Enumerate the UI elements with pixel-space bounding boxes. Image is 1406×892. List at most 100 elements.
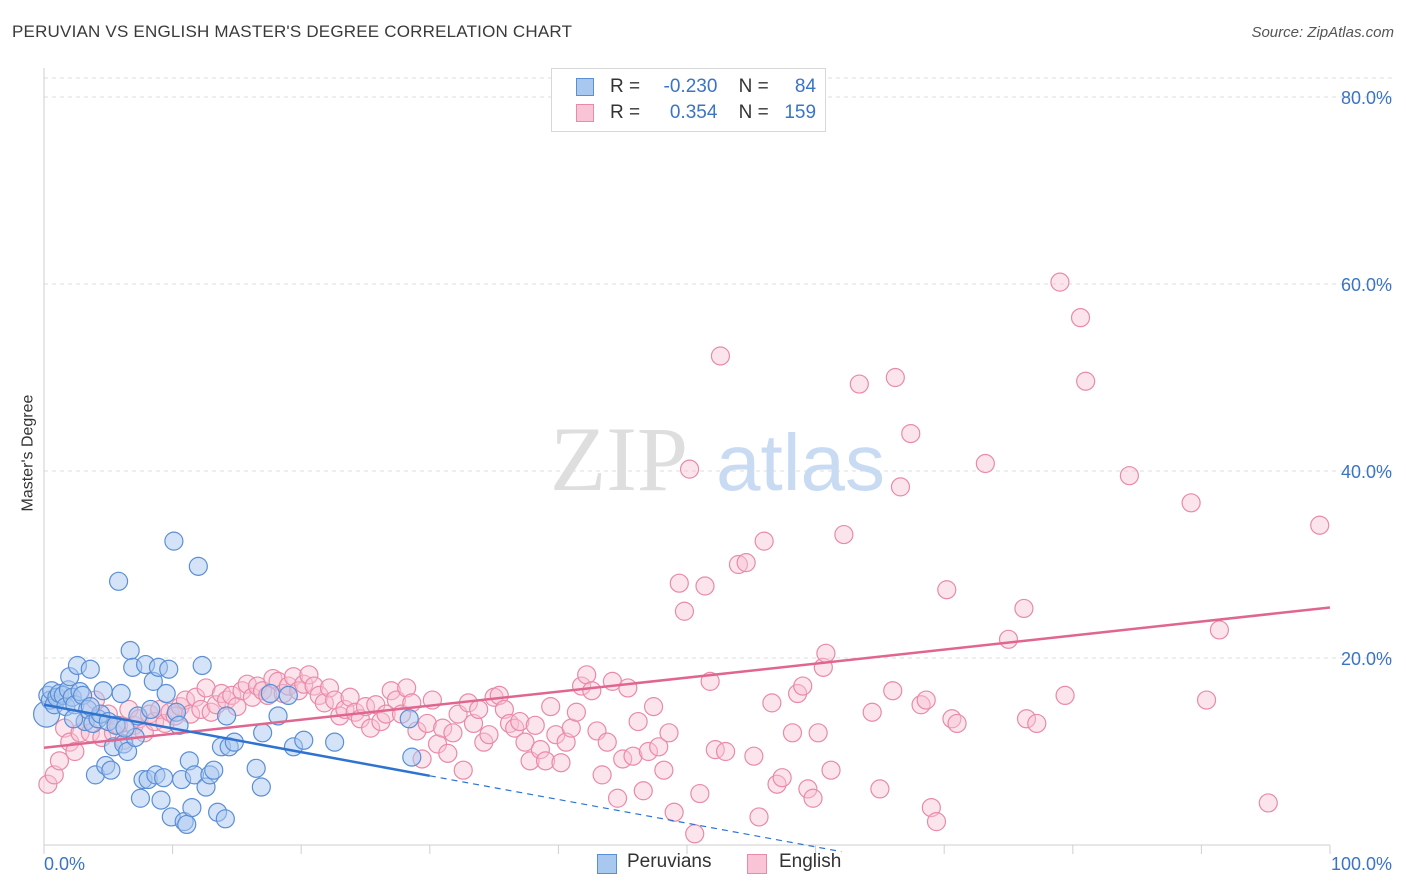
legend-n-value-peruvians: 84 [794,76,817,97]
english-point [649,737,669,757]
english-point [597,732,617,752]
english-point [816,643,836,663]
english-point [659,723,679,743]
english-point [654,760,674,780]
peruvian-point [101,760,121,780]
english-point [885,367,905,388]
chart-title: PERUVIAN VS ENGLISH MASTER'S DEGREE CORR… [12,22,573,41]
peruvian-point [217,706,237,726]
watermark: ZIP atlas [550,408,885,510]
english-point [535,751,556,771]
peruvian-point [253,723,273,743]
legend-swatch-english [576,104,594,122]
english-point [883,681,903,701]
peruvian-point [251,777,271,797]
english-trend-line [43,606,1331,750]
english-point [607,788,628,808]
english-point [926,812,947,832]
english-point [242,687,262,707]
peruvian-point [130,788,151,808]
english-point [975,453,995,474]
english-point [890,477,911,497]
english-point [1119,466,1139,486]
english-point [469,699,489,720]
bottom-swatch-peruvians [597,854,617,874]
english-point [1196,690,1217,710]
english-point [443,723,463,743]
peruvian-point [192,655,212,676]
english-point [1258,793,1278,813]
peruvian-point [402,747,422,767]
english-point [793,676,813,696]
y-tick-label: 60.0% [1341,275,1392,295]
english-point [916,690,936,710]
english-point [530,740,550,760]
english-point [417,713,437,734]
english-point [947,713,967,734]
peruvian-point [268,706,288,726]
english-point [1209,620,1230,640]
peruvian-point [325,732,345,752]
english-point [690,783,710,804]
peruvian-point [151,790,171,810]
peruvian-point [111,683,131,704]
english-point [679,459,700,479]
english-point [767,774,787,794]
english-point [664,802,684,822]
english-point [566,702,587,722]
english-point [710,346,731,366]
english-point [803,788,823,808]
peruvian-point [156,683,176,704]
english-point [525,715,545,735]
peruvian-point [399,709,419,729]
legend-r-label: R = [610,76,641,97]
english-point [695,576,715,596]
english-point [1014,598,1034,619]
watermark-zip: ZIP [550,408,688,510]
english-point [821,760,841,780]
peruvian-point [164,531,184,551]
english-point [438,743,458,763]
english-point [49,751,70,771]
english-point [808,723,828,743]
english-point [700,671,720,691]
english-point [669,573,689,593]
english-point [515,732,535,752]
peruvian-point [153,768,174,788]
legend-n-value-english: 159 [784,102,817,123]
english-point [340,687,360,707]
english-point [222,685,242,706]
peruvian-point [278,685,298,706]
y-tick-label: 20.0% [1341,649,1392,669]
peruvian-point [215,809,235,829]
english-point [361,718,381,738]
english-point [479,725,499,745]
english-point [1181,493,1201,513]
legend-r-label: R = [610,102,641,123]
english-point [901,424,921,444]
bottom-swatch-english [747,854,767,874]
english-point [638,741,659,762]
peruvian-point [108,571,129,591]
english-point [299,665,319,685]
bottom-label-english: English [779,851,842,872]
peruvian-point [246,758,266,778]
english-point [38,774,58,794]
english-point [762,693,782,713]
peruvian-point [141,699,161,720]
english-point [453,760,473,780]
tick-labels: 20.0% 40.0% 60.0% 80.0% 0.0% 100.0% [44,88,1392,874]
english-point [772,768,792,788]
english-point [674,601,695,621]
legend-swatch-peruvians [576,78,594,96]
english-point [1050,272,1070,292]
peruvian-point [80,697,100,717]
english-point [643,697,664,717]
english-point [937,580,957,600]
peruvian-point [188,556,208,576]
english-point [433,718,453,738]
english-point [749,807,769,827]
english-point [754,531,774,551]
english-point [505,718,525,738]
english-point [381,681,401,701]
